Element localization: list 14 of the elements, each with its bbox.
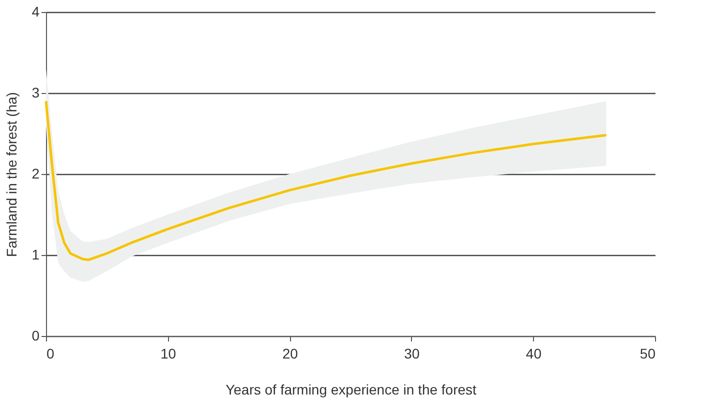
y-tick-label: 0	[32, 328, 40, 344]
line-series	[44, 100, 608, 262]
y-tick-label: 2	[32, 166, 40, 182]
y-tick-label: 3	[32, 84, 40, 100]
x-tick-label: 0	[46, 346, 54, 362]
x-tick-label: 50	[640, 346, 656, 362]
y-tick-label: 4	[32, 4, 40, 20]
y-axis-title: Farmland in the forest (ha)	[4, 92, 20, 257]
x-tick-label: 20	[282, 346, 298, 362]
y-tick-label: 1	[32, 246, 40, 262]
x-axis-title: Years of farming experience in the forest	[226, 382, 477, 398]
x-tick-label: 10	[160, 346, 176, 362]
x-tick-label: 30	[404, 346, 420, 362]
x-tick-label: 40	[526, 346, 542, 362]
